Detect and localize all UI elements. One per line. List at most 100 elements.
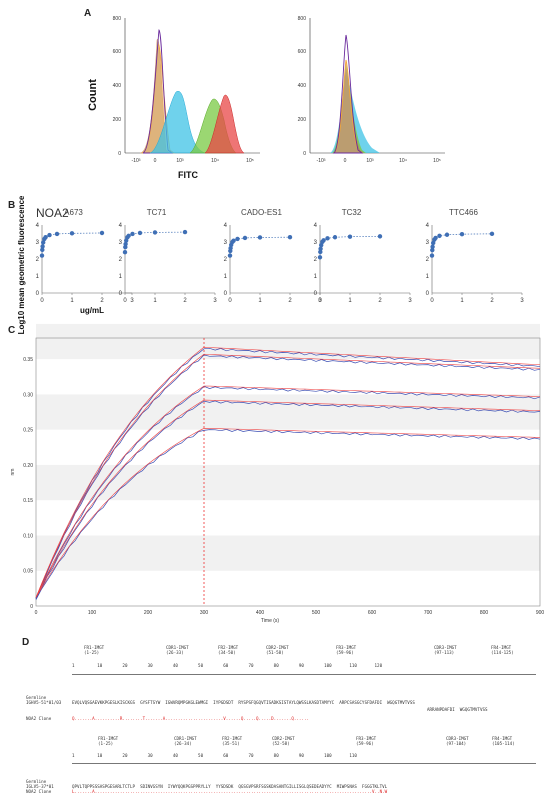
data-point (318, 249, 323, 255)
x-tick-label: 0 (430, 298, 434, 304)
tick-label: 10⁵ (246, 158, 254, 164)
block2-region-3: FR2-IMGT (35-51) (222, 736, 243, 746)
block1-region-5: FR3-IMGT (59-96) (336, 645, 357, 655)
y-tick-label: 3 (119, 240, 123, 246)
x-tick-label: 3 (130, 298, 134, 304)
x-tick-label: 0 (40, 298, 44, 304)
panel-a-label: A (84, 8, 92, 19)
data-point (257, 235, 263, 240)
panel-b-cell-line-title: TTC466 (449, 208, 478, 217)
x-tick-label: 3 (318, 298, 322, 304)
block1-germline-label: Germline IGHV5-51*01/03 (26, 695, 62, 705)
x-tick-label: 600 (368, 610, 377, 616)
data-point (319, 242, 324, 248)
data-point (437, 233, 442, 239)
data-point (126, 233, 131, 239)
tick-label: -10³ (317, 158, 326, 164)
tick-label: 0 (344, 158, 347, 164)
y-tick-label: 0.20 (23, 463, 33, 469)
panel-b-cell-line-title: TC71 (147, 208, 167, 217)
data-point (332, 235, 338, 240)
panel-c-kinetics: 0 0.05 0.10 0.15 0.20 0.25 0.30 0.35 0 100 200 300 4… (10, 323, 545, 624)
panel-b-ylabel: Log10 mean geometric fluorescence (17, 195, 26, 334)
data-point (321, 238, 326, 243)
sensor-trace (35, 400, 541, 599)
x-tick-label: 1 (153, 298, 157, 304)
data-point (41, 240, 46, 245)
x-tick-label: 900 (536, 610, 545, 616)
data-point (287, 234, 293, 240)
x-tick-label: 2 (288, 298, 292, 304)
sensor-trace (35, 354, 541, 599)
y-tick-label: 4 (36, 223, 40, 229)
y-tick-label: 0 (36, 291, 40, 297)
data-point (99, 230, 105, 236)
y-tick-label: 0 (224, 291, 228, 297)
x-tick-label: 3 (520, 298, 524, 304)
block2-region-4: CDR2-IMGT (52-58) (272, 736, 295, 746)
y-tick-label: 2 (426, 257, 430, 263)
panel-c-xlabel: Time (s) (261, 618, 279, 624)
data-point (130, 231, 135, 237)
data-point (377, 234, 383, 239)
tick-label: 0 (118, 151, 121, 157)
x-tick-label: 2 (490, 298, 494, 304)
histogram-red (204, 94, 245, 154)
x-tick-label: 1 (258, 298, 262, 304)
fit-trace (35, 385, 541, 598)
left-x-ticks: -10³ 0 10³ 10⁴ 10⁵ (132, 158, 254, 164)
tick-label: 200 (298, 117, 307, 123)
tick-label: -10³ (132, 158, 141, 164)
y-tick-label: 0 (30, 604, 33, 610)
tick-label: 800 (298, 16, 307, 22)
data-point (39, 253, 45, 258)
tick-label: 10⁵ (433, 158, 441, 164)
data-point (325, 236, 330, 241)
data-point (54, 231, 60, 237)
y-tick-label: 2 (314, 257, 318, 263)
histogram-purple-right (332, 34, 364, 154)
data-point (430, 247, 435, 253)
block2-ruler: 1 10 20 30 40 50 60 70 80 90 100 110 (72, 753, 357, 758)
y-tick-label: 3 (224, 240, 228, 246)
y-tick-label: 1 (426, 274, 430, 280)
y-tick-label: 0.15 (23, 498, 33, 504)
x-tick-label: 3 (408, 298, 412, 304)
sensor-trace (35, 347, 541, 600)
histogram-tan (139, 38, 171, 154)
data-point (242, 235, 248, 241)
y-tick-label: 0 (314, 291, 318, 297)
data-point (433, 235, 438, 241)
tick-label: 400 (113, 83, 122, 89)
panel-b-label: B (8, 200, 16, 211)
block2-germline-seq: QPVLTQPPSSSASPGESARLTCTLP SDINVGSYN IYWY… (72, 784, 388, 789)
data-point (318, 246, 323, 251)
tick-label: 10⁴ (399, 158, 407, 164)
y-tick-label: 0.10 (23, 533, 33, 539)
y-tick-label: 0.25 (23, 428, 33, 434)
right-y-ticks: 0 200 400 600 800 (298, 16, 307, 157)
tick-label: 10³ (176, 158, 184, 164)
block2-region-7: FR4-IMGT (105-114) (492, 736, 515, 746)
panel-b-xlabel: ug/mL (80, 306, 104, 315)
panel-a-histograms: 0 200 400 600 800 -10³ 0 10³ 10⁴ 10⁵ 0 2… (87, 16, 445, 180)
data-point (182, 229, 188, 235)
x-tick-label: 400 (256, 610, 265, 616)
block2-region-5: FR3-IMGT (59-96) (356, 736, 377, 746)
panel-c-ylabel: nm (10, 469, 16, 476)
data-point (430, 244, 435, 249)
y-tick-label: 2 (36, 257, 40, 263)
data-point (47, 232, 52, 238)
panel-d-label: D (22, 637, 30, 648)
block2-region-2: CDR1-IMGT (26-34) (174, 736, 197, 746)
block1-region-4: CDR2-IMGT (51-58) (266, 645, 289, 655)
tick-label: 10⁴ (211, 158, 219, 164)
data-point (123, 241, 128, 247)
block2-region-1: FR1-IMGT (1-25) (98, 736, 119, 746)
fit-trace (35, 346, 541, 598)
sensor-trace (35, 429, 541, 600)
panel-a-ylabel: Count (87, 79, 99, 111)
data-point (43, 235, 48, 240)
y-tick-label: 3 (36, 240, 40, 246)
panel-b-antibody: NOA2 (36, 206, 69, 220)
